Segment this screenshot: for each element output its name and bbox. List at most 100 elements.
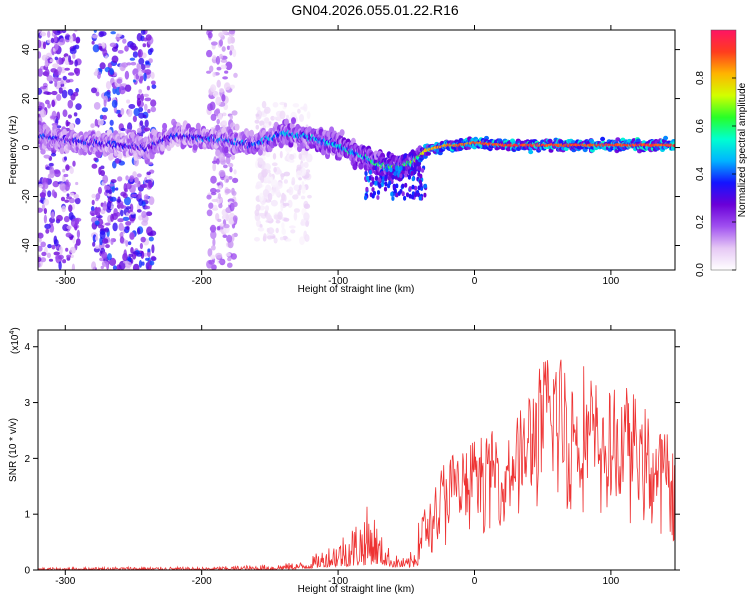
- spectrogram-noise-cell: [143, 194, 149, 201]
- spectrogram-noise-cell: [210, 224, 217, 233]
- spectrogram-noise-cell: [147, 180, 153, 189]
- spectrogram-noise-cell: [226, 234, 233, 243]
- spectrogram-noise-cell: [91, 199, 95, 206]
- colorbar-label: Normalized spectral amplitude: [737, 82, 748, 217]
- spectrogram-noise-cell: [40, 86, 47, 90]
- spectrogram-noise-cell: [275, 219, 281, 224]
- spectrogram-noise-cell: [211, 245, 216, 251]
- spectrogram-noise-cell: [137, 227, 141, 235]
- spectrogram-tail-cell: [385, 167, 389, 173]
- spectrogram-noise-cell: [65, 119, 69, 127]
- spectrogram-noise-cell: [139, 80, 143, 84]
- spectrogram-noise-cell: [108, 189, 113, 195]
- spectrogram-noise-cell: [68, 197, 75, 204]
- spectrogram-noise-cell: [215, 252, 223, 259]
- spectrogram-noise-cell: [219, 39, 223, 47]
- spectrogram-noise-cell: [95, 193, 101, 200]
- spectrogram-noise-cell: [283, 102, 288, 108]
- spectrogram-tail-cell: [364, 171, 368, 177]
- spectrogram-tail-cell: [390, 191, 394, 197]
- spectrogram-noise-cell: [267, 227, 275, 235]
- spectrogram-noise-cell: [136, 173, 142, 178]
- spectrogram-noise-cell: [292, 103, 300, 108]
- spectrogram-noise-cell: [53, 34, 58, 43]
- spectrogram-noise-cell: [116, 33, 122, 38]
- spectrogram-noise-cell: [218, 169, 226, 178]
- spectrogram-noise-cell: [277, 211, 283, 221]
- spectrogram-noise-cell: [74, 44, 80, 50]
- spectrogram-noise-cell: [110, 179, 117, 184]
- spectrogram-noise-cell: [91, 87, 97, 94]
- spectrogram-noise-cell: [143, 72, 147, 82]
- spectrogram-noise-cell: [92, 234, 97, 243]
- spectrogram-noise-cell: [211, 198, 219, 203]
- spectrogram-noise-cell: [51, 99, 55, 108]
- spectrogram-noise-cell: [60, 196, 66, 202]
- spectrogram-noise-cell: [270, 179, 278, 188]
- spectrogram-noise-cell: [147, 248, 151, 253]
- spectrogram-noise-cell: [218, 88, 225, 93]
- snr-x-label: Height of straight line (km): [298, 584, 415, 595]
- snr-xtick-label: -200: [192, 576, 212, 587]
- spectrogram-noise-cell: [132, 51, 138, 58]
- spectrogram-noise-cell: [140, 30, 146, 35]
- spectrogram-tail-cell: [388, 180, 392, 186]
- colorbar-tick-label: 0.8: [695, 71, 706, 85]
- spectrogram-noise-cell: [62, 168, 66, 173]
- spectrogram-noise-cell: [41, 54, 48, 61]
- spectrogram-noise-cell: [92, 44, 100, 53]
- spectrogram-noise-cell: [233, 72, 238, 78]
- spectrogram-noise-cell: [259, 192, 264, 202]
- spectrogram-noise-cell: [211, 264, 217, 270]
- spectrogram-noise-cell: [98, 68, 103, 72]
- spectrogram-xtick-label: -200: [192, 276, 212, 287]
- spectrogram-noise-cell: [300, 195, 306, 200]
- spectrogram-noise-cell: [256, 106, 261, 112]
- spectrogram-noise-cell: [144, 205, 151, 210]
- spectrogram-noise-cell: [217, 113, 223, 121]
- spectrogram-ridge-halo: [528, 149, 534, 155]
- spectrogram-noise-cell: [91, 40, 95, 45]
- spectrogram-noise-cell: [43, 198, 50, 206]
- spectrogram-noise-cell: [132, 263, 140, 270]
- spectrogram-noise-cell: [97, 207, 101, 213]
- spectrogram-noise-cell: [290, 229, 296, 234]
- spectrogram-noise-cell: [63, 173, 69, 178]
- spectrogram-tail-cell: [391, 174, 395, 180]
- spectrogram-noise-cell: [67, 88, 74, 96]
- spectrogram-tail-cell: [392, 165, 396, 170]
- spectrogram-noise-cell: [222, 76, 229, 80]
- spectrogram-noise-cell: [218, 32, 224, 38]
- spectrogram-ytick-label: 0: [21, 144, 32, 150]
- spectrogram-noise-cell: [62, 57, 65, 62]
- spectrogram-noise-cell: [150, 106, 157, 113]
- spectrogram-noise-cell: [267, 180, 272, 184]
- spectrogram-noise-cell: [110, 31, 116, 35]
- spectrogram-noise-cell: [279, 150, 283, 159]
- spectrogram-tail-cell: [369, 182, 373, 187]
- spectrogram-noise-cell: [68, 204, 73, 213]
- spectrogram-noise-cell: [231, 190, 237, 196]
- spectrogram-tail-cell: [377, 177, 381, 183]
- spectrogram-noise-cell: [259, 224, 263, 229]
- spectrogram-noise-cell: [228, 162, 234, 168]
- spectrogram-noise-cell: [60, 80, 64, 85]
- spectrogram-noise-cell: [75, 68, 80, 77]
- spectrogram-noise-cell: [124, 261, 132, 269]
- snr-ytick-label: 4: [24, 342, 30, 353]
- colorbar-tick-label: 0.2: [695, 215, 706, 229]
- spectrogram-noise-cell: [299, 114, 304, 122]
- spectrogram-noise-cell: [220, 59, 228, 63]
- spectrogram-noise-cell: [105, 244, 110, 249]
- spectrogram-tail-cell: [408, 186, 412, 191]
- spectrogram-noise-cell: [64, 156, 67, 161]
- spectrogram-noise-cell: [300, 218, 305, 226]
- spectrogram-noise-cell: [218, 203, 223, 209]
- spectrogram-noise-cell: [51, 189, 56, 197]
- spectrogram-noise-cell: [61, 205, 66, 213]
- spectrogram-noise-cell: [208, 259, 215, 265]
- spectrogram-noise-cell: [98, 186, 102, 195]
- spectrogram-ridge-halo: [635, 138, 641, 143]
- spectrogram-noise-cell: [56, 125, 62, 129]
